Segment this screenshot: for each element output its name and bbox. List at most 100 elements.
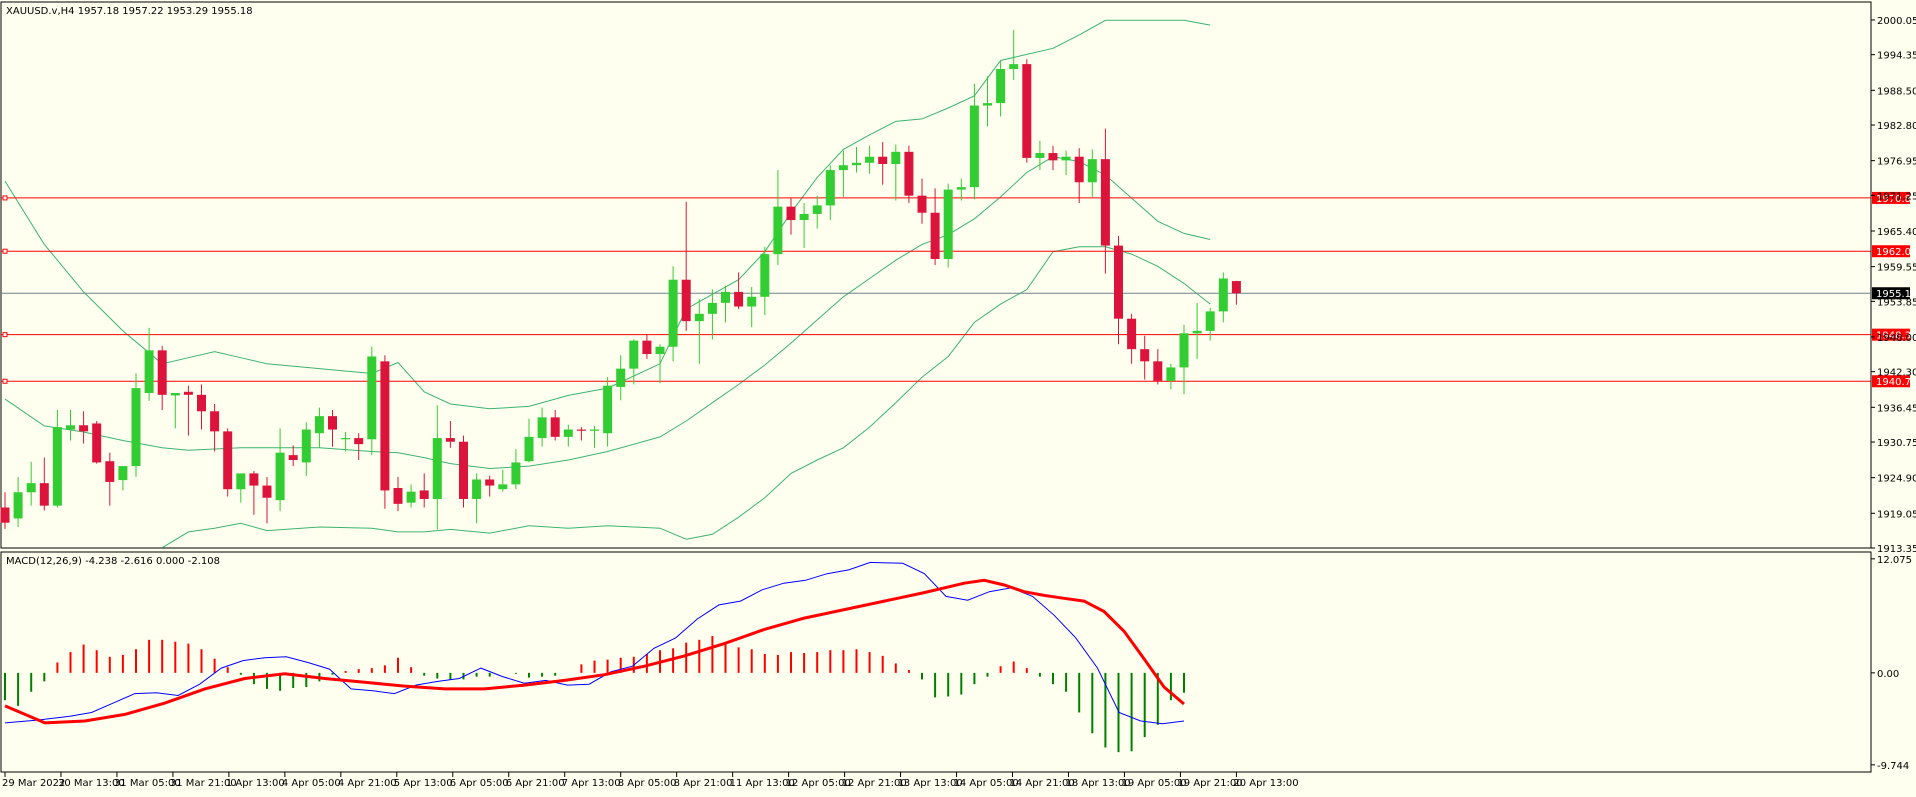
candle-body	[812, 205, 822, 214]
time-tick-label: 7 Apr 13:00	[562, 778, 621, 789]
level-price-tag	[1872, 328, 1910, 341]
candle-body	[1114, 245, 1123, 319]
price-tick-label: 1924.90	[1877, 474, 1916, 485]
level-price-label: 1940.73	[1876, 377, 1916, 388]
price-tick-label: 2000.05	[1877, 16, 1916, 27]
candle-body	[590, 429, 599, 431]
candle-body	[380, 361, 390, 491]
price-tick-label: 1982.80	[1877, 121, 1916, 132]
candle-body	[917, 195, 927, 213]
candle-body	[760, 254, 770, 297]
time-tick-label: 6 Apr 21:00	[506, 778, 565, 789]
price-tick-label: 1953.85	[1877, 297, 1916, 308]
time-tick-label: 8 Apr 05:00	[618, 778, 677, 789]
level-handle	[2, 332, 8, 338]
candle-body	[406, 491, 416, 503]
price-tick-label: 1959.55	[1877, 263, 1916, 274]
candle-body	[681, 279, 691, 322]
candle-body	[144, 350, 154, 394]
time-tick-label: 30 Mar 13:00	[58, 778, 125, 789]
candle-body	[131, 388, 141, 467]
price-tick-label: 1919.05	[1877, 509, 1916, 520]
candle-body	[1074, 156, 1084, 183]
candle-body	[511, 462, 521, 485]
candle-body	[694, 313, 704, 322]
candle-body	[13, 492, 23, 519]
time-tick-label: 31 Mar 21:00	[170, 778, 237, 789]
candle-body	[943, 189, 953, 260]
time-tick-label: 6 Apr 05:00	[450, 778, 509, 789]
time-tick-label: 14 Apr 05:00	[954, 778, 1019, 789]
candle-body	[223, 431, 233, 490]
candle-body	[891, 151, 901, 165]
candle-body	[498, 484, 508, 490]
time-tick-label: 4 Apr 21:00	[338, 778, 397, 789]
candle-body	[550, 417, 560, 437]
time-tick-label: 12 Apr 05:00	[786, 778, 851, 789]
candle-body	[734, 291, 744, 307]
candle-body	[354, 438, 364, 445]
candle-body	[668, 279, 678, 347]
time-tick-label: 31 Mar 05:00	[114, 778, 181, 789]
candle-body	[969, 105, 979, 188]
candle-body	[642, 340, 652, 355]
candle-body	[655, 346, 665, 355]
level-handle	[2, 378, 8, 384]
candle-body	[118, 466, 128, 481]
price-tick-label: 1930.75	[1877, 438, 1916, 449]
level-price-label: 1948.38	[1876, 331, 1916, 342]
candle-body	[66, 425, 75, 430]
current-price-label: 1955.18	[1876, 289, 1916, 300]
candlesticks	[0, 30, 1241, 530]
candle-body	[996, 68, 1006, 104]
candle-body	[865, 156, 875, 163]
candle-body	[39, 483, 49, 506]
level-handle	[2, 195, 8, 201]
candle-body	[1100, 159, 1110, 246]
candle-body	[1140, 349, 1150, 362]
macd-tick-label: 12.075	[1877, 555, 1912, 566]
candle-body	[445, 438, 455, 442]
candle-body	[1166, 367, 1176, 381]
candle-body	[236, 473, 246, 490]
candle-body	[707, 302, 717, 314]
price-tick-label: 1948.00	[1877, 333, 1916, 344]
macd-indicator: 12.075 0.00 -9.744	[4, 555, 1912, 772]
price-tick-label: 1976.95	[1877, 157, 1916, 168]
level-price-label: 1962.08	[1876, 247, 1916, 258]
level-price-tag	[1872, 375, 1910, 388]
candle-body	[170, 393, 180, 396]
price-tick-label: 1994.35	[1877, 51, 1916, 62]
time-tick-label: 14 Apr 21:00	[1010, 778, 1075, 789]
candle-body	[288, 455, 298, 460]
time-tick-label: 29 Mar 2022	[2, 778, 65, 789]
candle-body	[1009, 64, 1019, 69]
candle-body	[459, 441, 468, 499]
time-tick-label: 13 Apr 13:00	[898, 778, 963, 789]
price-tick-label: 1936.45	[1877, 403, 1916, 414]
level-price-tag	[1872, 191, 1910, 204]
macd-tick-label: 0.00	[1877, 669, 1899, 680]
candle-body	[393, 488, 403, 504]
level-price-label: 1970.83	[1876, 194, 1916, 205]
candle-body	[1035, 153, 1045, 158]
candle-body	[1179, 333, 1189, 368]
level-handle	[2, 248, 8, 254]
price-tick-label: 1942.30	[1877, 368, 1916, 379]
price-tick-label: 1913.35	[1877, 544, 1916, 555]
candle-body	[249, 473, 259, 486]
macd-panel-frame	[0, 551, 1872, 773]
candle-body	[576, 429, 586, 431]
candle-body	[1153, 361, 1163, 381]
time-tick-label: 8 Apr 21:00	[674, 778, 733, 789]
candle-body	[537, 417, 547, 439]
time-tick-label: 19 Apr 05:00	[1121, 778, 1186, 789]
candle-body	[1205, 311, 1215, 331]
candle-body	[563, 429, 573, 437]
candle-body	[314, 416, 324, 434]
time-tick-label: 20 Apr 13:00	[1233, 778, 1298, 789]
candle-body	[878, 156, 888, 165]
